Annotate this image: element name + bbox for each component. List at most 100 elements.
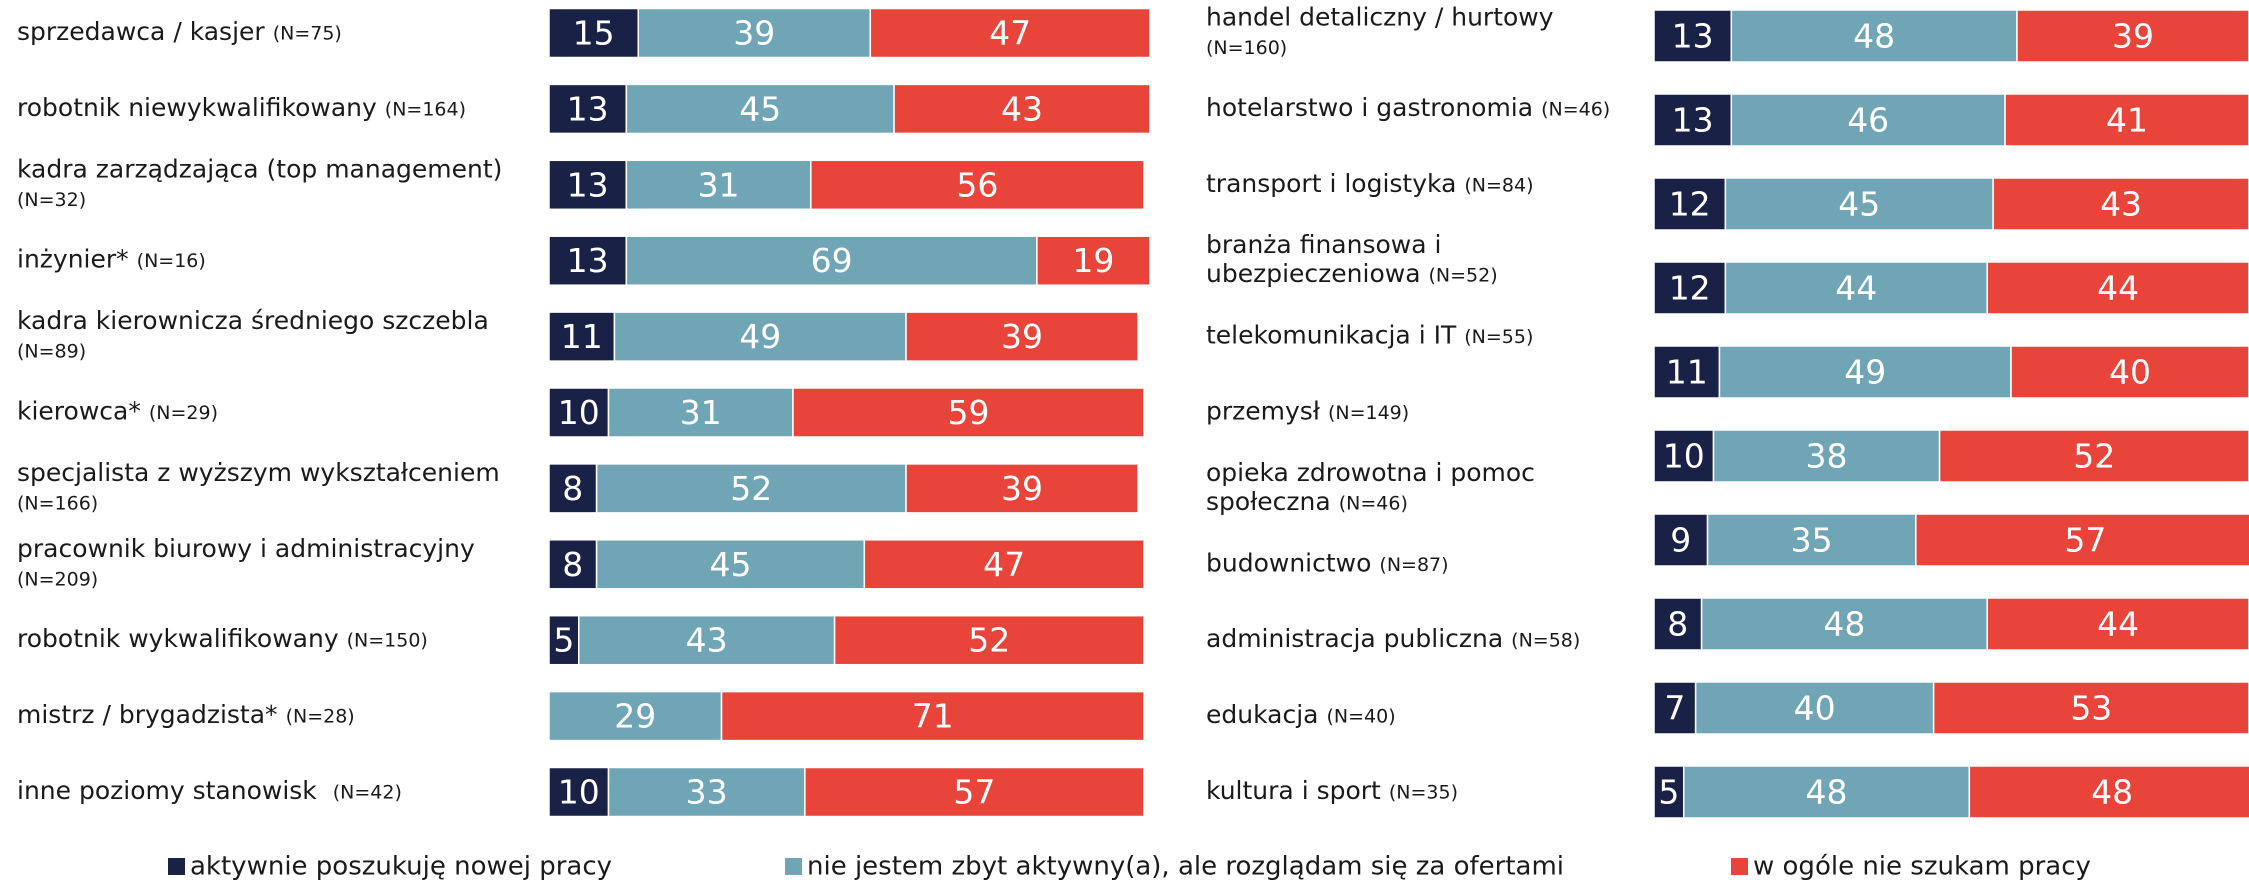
value-label: 29 [614, 697, 656, 736]
value-label: 13 [567, 165, 609, 204]
bar-segment [607, 387, 794, 438]
bar-segment [2004, 93, 2249, 147]
bar-segment [893, 83, 1151, 135]
value-label: 57 [2064, 521, 2106, 560]
bar-segment [1968, 765, 2249, 819]
value-label: 13 [1672, 17, 1714, 56]
value-label: 13 [567, 89, 609, 128]
value-label: 48 [1806, 773, 1848, 812]
value-label: 71 [912, 697, 954, 736]
bar-segment [1915, 513, 2249, 567]
bar-segment [548, 614, 580, 666]
bar-segment [905, 463, 1139, 514]
value-label: 7 [1664, 689, 1685, 728]
bar-segment [1724, 177, 1994, 231]
value-label: 13 [567, 241, 609, 280]
value-label: 45 [739, 89, 781, 128]
category-label: handel detaliczny / hurtowy [1206, 3, 1554, 32]
bar-segment [548, 463, 598, 514]
value-label: 43 [2100, 185, 2142, 224]
value-label: 35 [1791, 521, 1833, 560]
value-label: 38 [1806, 437, 1848, 476]
value-label: 10 [558, 773, 600, 812]
value-label: 48 [2091, 773, 2133, 812]
category-note: (N=28) [286, 706, 355, 728]
category-note: (N=46) [1541, 98, 1610, 120]
value-label: 44 [2097, 269, 2139, 308]
value-label: 46 [1847, 101, 1889, 140]
value-label: 48 [1823, 605, 1865, 644]
value-label: 49 [1844, 353, 1886, 392]
category-label: branża finansowa i ubezpieczeniowa [1206, 230, 1449, 288]
category-label: mistrz / brygadzista* [17, 700, 278, 729]
category-note: (N=35) [1389, 782, 1458, 804]
category-label: opieka zdrowotna i pomoc społeczna [1206, 458, 1543, 516]
category-label: inne poziomy stanowisk [17, 776, 325, 805]
value-label: 8 [562, 469, 583, 508]
category-label: hotelarstwo i gastronomia [1206, 93, 1533, 122]
bar-segment [607, 766, 806, 818]
bar-segment [1730, 93, 2006, 147]
value-label: 19 [1072, 241, 1114, 280]
bar-segment [804, 766, 1145, 818]
category-note: (N=87) [1379, 554, 1448, 576]
value-label: 5 [553, 621, 574, 660]
category-note: (N=84) [1464, 174, 1533, 196]
value-label: 44 [2097, 605, 2139, 644]
category-note: (N=58) [1511, 630, 1580, 652]
bar-segment [637, 7, 872, 59]
category-note: (N=164) [385, 98, 466, 120]
bar-segment [1653, 597, 1703, 651]
bar-segment [548, 311, 616, 362]
category-note: (N=42) [333, 782, 402, 804]
bar-segment [2010, 345, 2249, 399]
bar-segment [1706, 513, 1917, 567]
category-label: robotnik niewykwalifikowany [17, 93, 377, 122]
value-label: 39 [2112, 17, 2154, 56]
value-label: 43 [1001, 89, 1043, 128]
value-label: 69 [811, 241, 853, 280]
category-note: (N=166) [17, 492, 98, 514]
bar-segment [1932, 681, 2249, 735]
bar-segment [548, 690, 723, 742]
category-label: pracownik biurowy i administracyjny [17, 534, 475, 563]
bar-segment [548, 387, 610, 438]
category-label: kadra kierownicza średniego szczebla [17, 306, 489, 335]
value-label: 10 [1663, 437, 1705, 476]
value-label: 10 [558, 393, 600, 432]
category-label: budownictwo [1206, 548, 1371, 577]
bar-segment [792, 387, 1145, 438]
legend-swatch [785, 858, 802, 875]
value-label: 56 [956, 165, 998, 204]
category-note: (N=16) [137, 250, 206, 272]
category-label: kadra zarządzająca (top management) [17, 154, 502, 183]
category-label: sprzedawca / kasjer [17, 17, 265, 46]
bar-segment [1653, 765, 1685, 819]
bar-segment [595, 539, 866, 590]
category-label: administracja publiczna [1206, 624, 1503, 653]
value-label: 13 [1672, 101, 1714, 140]
bar-segment [833, 614, 1145, 666]
category-label: transport i logistyka [1206, 169, 1456, 198]
bar-segment [863, 539, 1145, 590]
bar-segment [905, 311, 1139, 362]
category-note: (N=52) [1429, 265, 1498, 287]
bar-segment [1938, 429, 2249, 483]
legend-label: nie jestem zbyt aktywny(a), ale rozgląda… [807, 852, 1564, 882]
value-label: 5 [1658, 773, 1679, 812]
value-label: 48 [1853, 17, 1895, 56]
category-note: (N=40) [1326, 706, 1395, 728]
category-note: (N=150) [347, 630, 428, 652]
bar-segment [1653, 93, 1733, 147]
value-label: 11 [1666, 353, 1708, 392]
value-label: 39 [1001, 469, 1043, 508]
value-label: 41 [2106, 101, 2148, 140]
value-label: 45 [709, 545, 751, 584]
bar-segment [1653, 513, 1709, 567]
value-label: 40 [2109, 353, 2151, 392]
bar-segment [810, 159, 1145, 211]
bar-segment [869, 7, 1151, 59]
category-label: kultura i sport [1206, 776, 1381, 805]
category-note: (N=160) [1206, 37, 1287, 59]
